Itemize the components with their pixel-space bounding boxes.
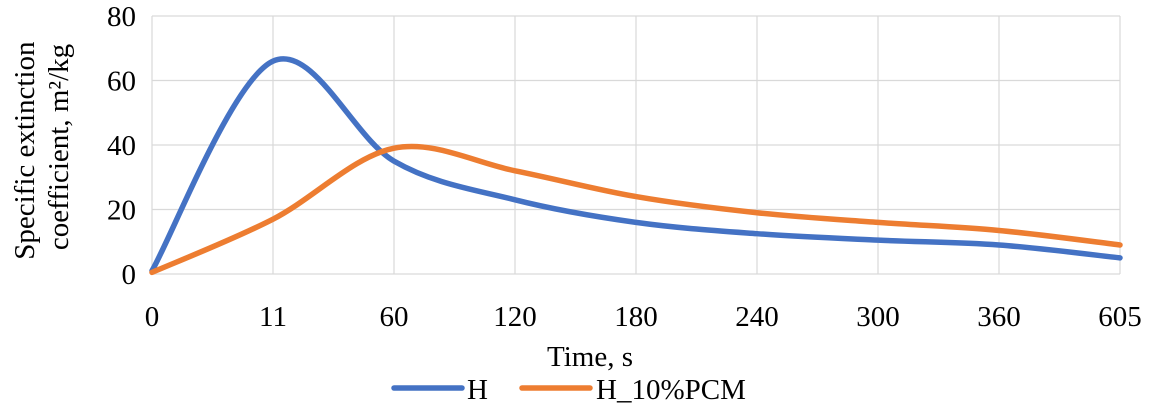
y-axis-title-line-2: coefficient, m²/kg [43,44,75,250]
x-axis-ticks: 0 11 60 120 180 240 300 360 605 [145,301,1142,333]
x-tick-label: 0 [145,301,160,333]
y-tick-label: 40 [107,130,136,162]
y-tick-label: 20 [107,195,136,227]
series-line-h [149,56,1123,274]
x-tick-label: 180 [614,301,658,333]
x-tick-label: 300 [856,301,900,333]
x-tick-label: 60 [380,301,409,333]
series-lines [149,56,1123,276]
y-axis-title: Specific extinction coefficient, m²/kg [9,34,75,260]
x-tick-label: 120 [493,301,537,333]
legend-label-h-10pcm: H_10%PCM [596,374,746,406]
y-axis-ticks: 0 20 40 60 80 [107,1,136,291]
x-tick-label: 240 [735,301,779,333]
x-tick-label: 11 [259,301,287,333]
series-line-h-10-pcm [149,143,1123,276]
legend: H H_10%PCM [391,374,746,406]
x-tick-label: 605 [1098,301,1142,333]
x-axis-title: Time, s [547,341,633,373]
y-axis-title-line-1: Specific extinction [9,41,41,260]
x-tick-label: 360 [977,301,1021,333]
gridlines [151,15,1121,275]
y-tick-label: 0 [122,259,137,291]
y-tick-label: 80 [107,1,136,33]
y-tick-label: 60 [107,66,136,98]
legend-label-h: H [467,374,488,406]
